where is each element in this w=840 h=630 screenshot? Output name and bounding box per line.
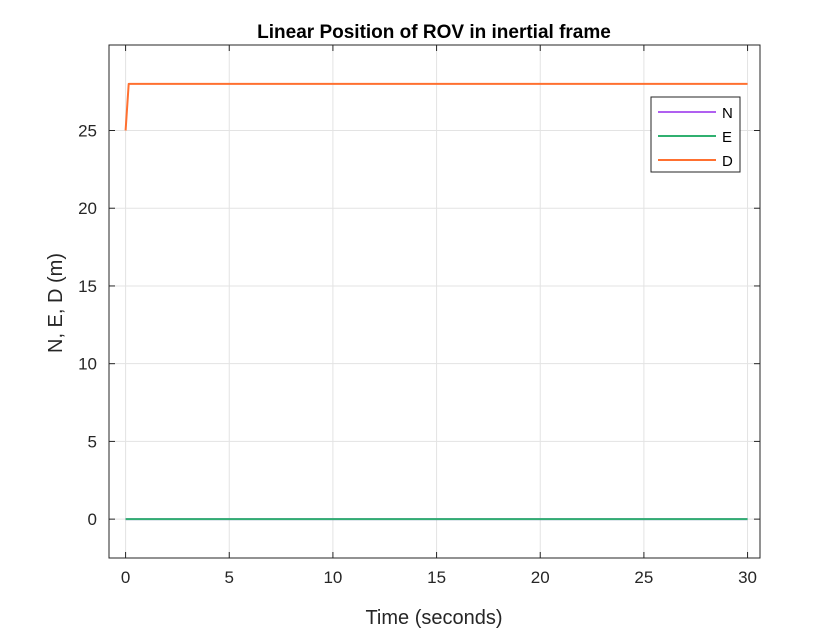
- legend-label-e: E: [722, 129, 732, 146]
- y-tick-label: 25: [78, 122, 97, 141]
- y-axis-label: N, E, D (m): [45, 253, 67, 353]
- x-tick-label: 15: [427, 568, 446, 587]
- series-lines: [124, 82, 748, 521]
- x-tick-label: 20: [531, 568, 550, 587]
- x-tick-label: 25: [634, 568, 653, 587]
- y-tick-label: 15: [78, 277, 97, 296]
- x-axis-label: Time (seconds): [365, 607, 502, 629]
- legend-label-n: N: [722, 105, 733, 122]
- legend-items: NED: [658, 105, 733, 170]
- x-tick-label: 10: [323, 568, 342, 587]
- y-tick-label: 0: [88, 510, 97, 529]
- y-tick-label: 10: [78, 355, 97, 374]
- series-line-d: [124, 82, 748, 131]
- legend-label-d: D: [722, 153, 733, 170]
- x-tick-label: 0: [121, 568, 130, 587]
- x-tick-label: 5: [225, 568, 234, 587]
- plot-frame: [108, 44, 761, 559]
- x-tick-label: 30: [738, 568, 757, 587]
- axis-ticks: [109, 45, 760, 558]
- y-tick-labels: 0 5 10 15 20 25: [78, 122, 97, 530]
- y-tick-label: 20: [78, 199, 97, 218]
- x-tick-labels: 0 5 10 15 20 25 30: [121, 568, 757, 587]
- y-tick-label: 5: [88, 432, 97, 451]
- legend: NED: [650, 96, 741, 173]
- chart-title: Linear Position of ROV in inertial frame: [257, 22, 611, 43]
